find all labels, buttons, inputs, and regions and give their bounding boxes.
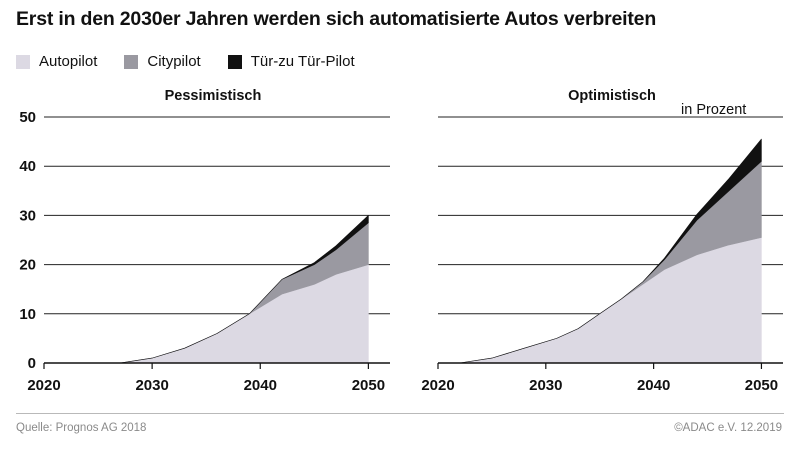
legend-label-citypilot: Citypilot (147, 53, 201, 70)
panel-optimistisch-area-autopilot (459, 237, 762, 364)
source-note: Quelle: Prognos AG 2018 (16, 422, 147, 434)
legend: Autopilot Citypilot Tür-zu Tür-Pilot (16, 53, 382, 70)
panel-pessimistisch-title: Pessimistisch (165, 88, 262, 104)
panel-optimistisch-x-tick-label: 2050 (745, 377, 778, 394)
panel-pessimistisch-y-tick-label: 10 (19, 306, 36, 323)
legend-label-tuer-zu-tuer-pilot: Tür-zu Tür-Pilot (250, 53, 355, 70)
copyright-note: ©ADAC e.V. 12.2019 (674, 422, 782, 434)
legend-item-autopilot: Autopilot (16, 53, 97, 70)
panel-optimistisch-x-tick-label: 2040 (637, 377, 670, 394)
legend-item-citypilot: Citypilot (124, 53, 201, 70)
chart-title: Erst in den 2030er Jahren werden sich au… (16, 8, 657, 30)
panel-pessimistisch-x-tick-label: 2040 (244, 377, 277, 394)
panel-pessimistisch-area-tuer-zu-tuer-pilot (119, 215, 369, 364)
panel-pessimistisch-y-tick-label: 40 (19, 158, 36, 175)
panel-pessimistisch-y-tick-label: 20 (19, 257, 36, 274)
panel-pessimistisch-x-tick-label: 2030 (135, 377, 168, 394)
legend-swatch-tuer-zu-tuer-pilot (227, 54, 242, 69)
panel-optimistisch: Optimistisch 2020 2030 2040 2050 (421, 88, 783, 394)
panel-pessimistisch-y-tick-label: 30 (19, 207, 36, 224)
legend-label-autopilot: Autopilot (39, 53, 98, 70)
panel-pessimistisch-y-tick-label: 0 (28, 355, 36, 372)
panel-pessimistisch-x-tick-label: 2050 (352, 377, 385, 394)
panel-optimistisch-x-tick-label: 2030 (529, 377, 562, 394)
panel-optimistisch-title: Optimistisch (568, 88, 656, 104)
legend-swatch-citypilot (124, 54, 139, 69)
unit-note: in Prozent (681, 102, 746, 118)
legend-swatch-autopilot (16, 54, 30, 69)
panel-pessimistisch-x-tick-label: 2020 (27, 377, 60, 394)
panel-optimistisch-area-tuer-zu-tuer-pilot (459, 138, 762, 364)
legend-item-tuer-zu-tuer-pilot: Tür-zu Tür-Pilot (227, 53, 355, 70)
panel-optimistisch-x-tick-label: 2020 (421, 377, 454, 394)
panel-pessimistisch-y-tick-label: 50 (19, 109, 36, 126)
footer-divider (16, 413, 784, 414)
